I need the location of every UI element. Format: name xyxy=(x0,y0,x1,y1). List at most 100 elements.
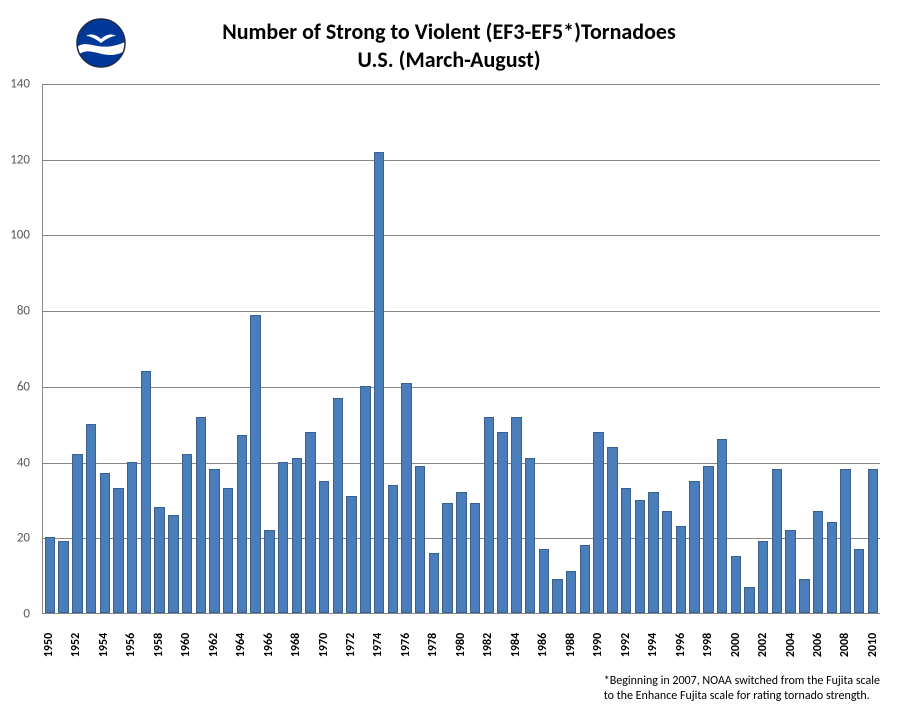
x-tick-label: 1954 xyxy=(97,633,111,657)
x-tick-slot: 2008 xyxy=(839,616,853,664)
bar-slot xyxy=(592,84,606,613)
bar-slot xyxy=(674,84,688,613)
bar xyxy=(621,488,631,613)
x-tick-slot xyxy=(688,616,702,664)
x-tick-slot xyxy=(221,616,235,664)
bar-slot xyxy=(551,84,565,613)
bar-slot xyxy=(57,84,71,613)
x-tick-slot: 1962 xyxy=(207,616,221,664)
bar-slot xyxy=(263,84,277,613)
x-tick-slot xyxy=(330,616,344,664)
x-tick-slot: 1966 xyxy=(262,616,276,664)
bar xyxy=(539,549,549,613)
x-tick-slot xyxy=(303,616,317,664)
x-tick-slot: 1980 xyxy=(454,616,468,664)
x-tick-label: 2006 xyxy=(811,633,825,657)
bar xyxy=(237,435,247,613)
x-tick-slot: 1996 xyxy=(674,616,688,664)
x-tick-slot xyxy=(138,616,152,664)
x-tick-label: 1984 xyxy=(509,633,523,657)
x-tick-slot: 1982 xyxy=(482,616,496,664)
x-tick-slot xyxy=(56,616,70,664)
bar xyxy=(196,417,206,613)
x-tick-slot xyxy=(413,616,427,664)
bar xyxy=(689,481,699,613)
x-tick-label: 1972 xyxy=(344,633,358,657)
x-tick-slot xyxy=(83,616,97,664)
bar-slot xyxy=(290,84,304,613)
bar xyxy=(731,556,741,613)
x-tick-label: 1952 xyxy=(69,633,83,657)
bar xyxy=(593,432,603,613)
x-tick-slot xyxy=(385,616,399,664)
x-tick-label: 2008 xyxy=(838,633,852,657)
bar-slot xyxy=(647,84,661,613)
bar xyxy=(45,537,55,613)
x-tick-slot: 1968 xyxy=(289,616,303,664)
x-tick-slot xyxy=(578,616,592,664)
x-tick-slot xyxy=(633,616,647,664)
x-tick-label: 1960 xyxy=(179,633,193,657)
y-tick-label: 60 xyxy=(0,379,30,394)
x-tick-label: 1964 xyxy=(234,633,248,657)
bar-slot xyxy=(578,84,592,613)
bar-slot xyxy=(427,84,441,613)
bar xyxy=(305,432,315,613)
bar xyxy=(525,458,535,613)
bar xyxy=(580,545,590,613)
bar-slot xyxy=(208,84,222,613)
x-tick-slot xyxy=(797,616,811,664)
x-tick-label: 1966 xyxy=(262,633,276,657)
bar-slot xyxy=(619,84,633,613)
bar-slot xyxy=(482,84,496,613)
bar-slot xyxy=(43,84,57,613)
x-tick-label: 1976 xyxy=(399,633,413,657)
bar xyxy=(154,507,164,613)
x-tick-slot: 1984 xyxy=(509,616,523,664)
y-tick-label: 100 xyxy=(0,228,30,243)
bar xyxy=(442,503,452,613)
x-tick-slot: 1978 xyxy=(427,616,441,664)
bar xyxy=(100,473,110,613)
bar-slot xyxy=(688,84,702,613)
bar xyxy=(785,530,795,613)
x-tick-label: 1990 xyxy=(591,633,605,657)
bar-slot xyxy=(359,84,373,613)
x-tick-slot: 1992 xyxy=(619,616,633,664)
bar-slot xyxy=(125,84,139,613)
bar-slot xyxy=(413,84,427,613)
bar xyxy=(566,571,576,613)
x-tick-slot xyxy=(523,616,537,664)
x-tick-label: 1994 xyxy=(646,633,660,657)
x-tick-slot: 1998 xyxy=(701,616,715,664)
bar-slot xyxy=(784,84,798,613)
x-tick-label: 1958 xyxy=(152,633,166,657)
y-tick-label: 0 xyxy=(0,607,30,622)
bar-slot xyxy=(441,84,455,613)
x-tick-label: 1986 xyxy=(536,633,550,657)
footnote-line1: *Beginning in 2007, NOAA switched from t… xyxy=(604,674,880,689)
bar xyxy=(168,515,178,613)
bar xyxy=(346,496,356,613)
y-tick-label: 40 xyxy=(0,455,30,470)
x-tick-slot xyxy=(660,616,674,664)
x-tick-label: 2000 xyxy=(729,633,743,657)
bar xyxy=(415,466,425,613)
x-tick-slot xyxy=(852,616,866,664)
x-tick-slot: 1990 xyxy=(591,616,605,664)
bar xyxy=(264,530,274,613)
x-tick-slot xyxy=(111,616,125,664)
bar-slot xyxy=(605,84,619,613)
bar xyxy=(868,469,878,613)
bar xyxy=(401,383,411,613)
bar-slot xyxy=(139,84,153,613)
bar xyxy=(72,454,82,613)
x-tick-slot xyxy=(248,616,262,664)
bar xyxy=(854,549,864,613)
bar-slot xyxy=(825,84,839,613)
bar xyxy=(333,398,343,613)
x-tick-slot xyxy=(440,616,454,664)
bar xyxy=(827,522,837,613)
bar xyxy=(456,492,466,613)
x-tick-slot: 1986 xyxy=(536,616,550,664)
